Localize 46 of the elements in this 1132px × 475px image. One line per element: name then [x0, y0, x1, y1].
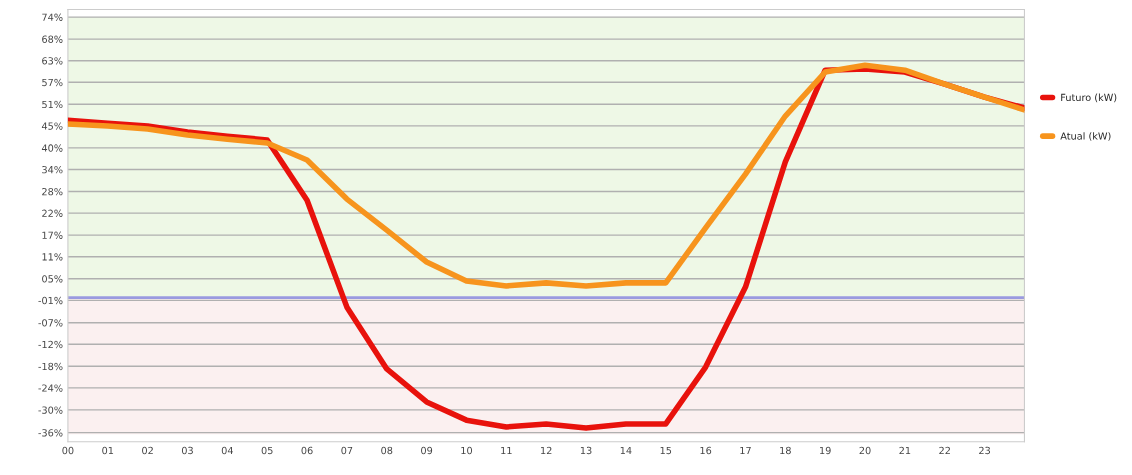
x-tick-label: 00	[62, 446, 74, 455]
x-tick-label: 23	[979, 446, 991, 455]
y-tick-label: 74%	[42, 13, 63, 21]
x-tick-label: 20	[859, 446, 871, 455]
x-tick-label: 11	[501, 446, 512, 454]
x-tick-label: 14	[620, 446, 632, 454]
x-tick-label: 10	[461, 446, 473, 455]
y-tick-label: 45%	[41, 122, 63, 130]
y-tick-label: 68%	[42, 35, 63, 43]
x-tick-label: 13	[580, 446, 592, 455]
y-tick-label: 11%	[42, 253, 63, 261]
x-tick-label: 07	[341, 446, 353, 455]
x-tick-label: 19	[820, 446, 831, 455]
y-tick-label: 40%	[41, 144, 63, 152]
y-tick-label: 57%	[42, 78, 63, 87]
y-tick-label: -24%	[38, 384, 63, 392]
y-tick-label: 17%	[42, 231, 63, 239]
legend-label: Atual (kW)	[1060, 132, 1111, 141]
y-tick-label: -18%	[38, 362, 63, 371]
x-tick-label: 22	[939, 446, 950, 454]
x-tick-label: 18	[780, 446, 791, 455]
x-tick-label: 15	[660, 446, 672, 455]
x-tick-label: 02	[142, 446, 153, 455]
y-tick-label: 34%	[42, 165, 63, 174]
x-tick-label: 03	[181, 446, 193, 455]
x-tick-label: 09	[421, 446, 433, 455]
legend-label: Futuro (kW)	[1061, 93, 1117, 103]
y-tick-label: -01%	[38, 296, 63, 305]
x-tick-label: 04	[221, 446, 233, 455]
y-tick-label: 05%	[42, 275, 63, 283]
y-tick-label: -36%	[38, 429, 63, 437]
y-tick-label: -07%	[38, 319, 63, 327]
x-tick-label: 12	[541, 446, 552, 454]
y-tick-label: 22%	[42, 209, 63, 217]
x-tick-label: 05	[261, 446, 273, 455]
y-tick-label: 63%	[42, 57, 63, 65]
y-tick-label: 28%	[42, 187, 63, 196]
y-tick-label: -30%	[38, 406, 63, 414]
y-tick-label: 51%	[42, 100, 63, 109]
x-tick-label: 17	[740, 446, 751, 454]
x-tick-label: 01	[102, 446, 114, 455]
x-tick-label: 06	[301, 446, 313, 455]
x-tick-label: 16	[700, 446, 712, 455]
y-tick-label: -12%	[38, 340, 63, 349]
x-tick-label: 08	[381, 446, 393, 455]
x-tick-label: 21	[899, 446, 911, 454]
